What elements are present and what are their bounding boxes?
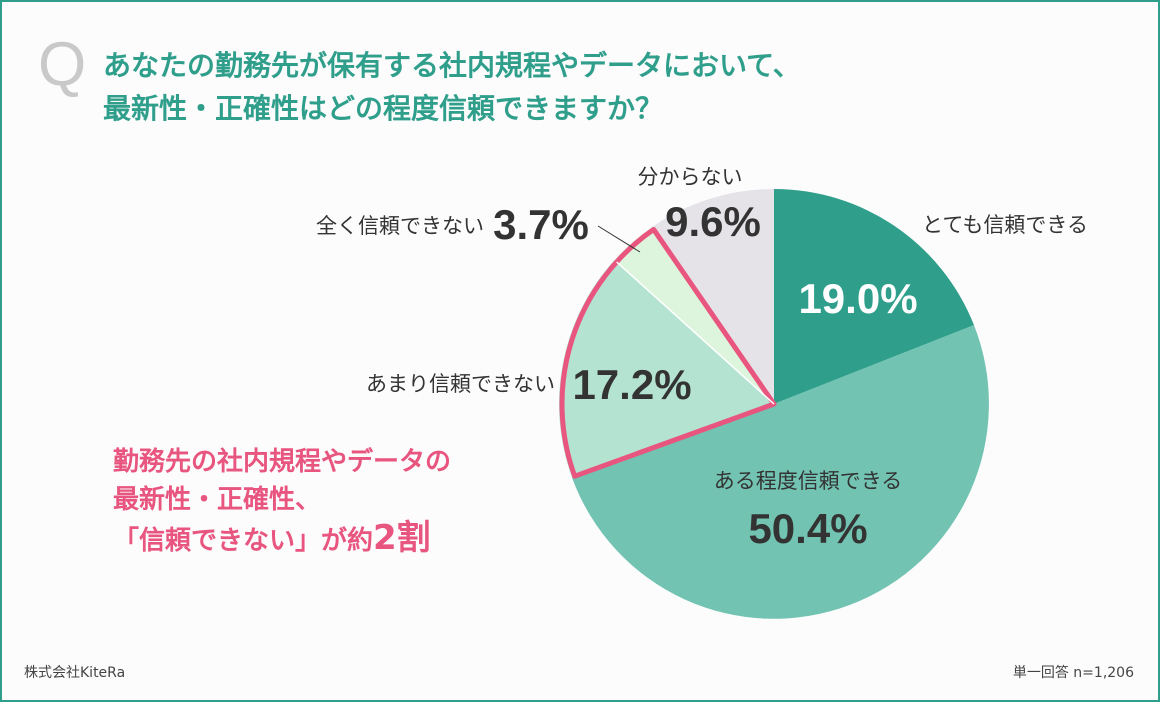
- company-name: 株式会社KiteRa: [24, 665, 126, 681]
- highlight-line-1: 勤務先の社内規程やデータの: [113, 447, 452, 477]
- slice-label-somewhat-reliable: ある程度信頼できる: [714, 469, 903, 493]
- question-mark: Q: [38, 30, 87, 99]
- slice-label-unknown: 分からない: [638, 165, 743, 189]
- question-title: あなたの勤務先が保有する社内規程やデータにおいて、 最新性・正確性はどの程度信頼…: [103, 44, 801, 130]
- question-line-1: あなたの勤務先が保有する社内規程やデータにおいて、: [103, 49, 801, 82]
- highlight-callout: 勤務先の社内規程やデータの 最新性・正確性、 「信頼できない」が約2割: [113, 443, 451, 560]
- pie-slice-unknown: [651, 189, 774, 404]
- slice-value-unknown: 9.6%: [665, 198, 761, 245]
- slice-label-not-very-reliable: あまり信頼できない: [366, 372, 555, 396]
- slice-value-not-reliable-at-all: 3.7%: [493, 201, 589, 248]
- slice-value-not-very-reliable: 17.2%: [572, 361, 691, 408]
- slice-separator: [616, 261, 775, 405]
- highlight-line-3: 「信頼できない」が約2割: [113, 519, 451, 560]
- slice-value-somewhat-reliable: 50.4%: [748, 505, 867, 552]
- pie-slice-not-reliable-at-all: [614, 227, 774, 404]
- highlight-line-3-big: 2割: [373, 518, 431, 558]
- slice-label-very-reliable: とても信頼できる: [922, 213, 1088, 237]
- leader-line: [597, 225, 641, 253]
- sample-size: 単一回答 n=1,206: [1012, 665, 1134, 681]
- highlight-line-2: 最新性・正確性、: [113, 485, 322, 515]
- question-line-2: 最新性・正確性はどの程度信頼できますか？: [103, 92, 664, 125]
- pie-slice-very-reliable: [774, 189, 974, 404]
- highlight-line-3-text: 「信頼できない」が約: [113, 526, 374, 556]
- slice-value-very-reliable: 19.0%: [798, 275, 917, 322]
- highlight-outline: [559, 226, 777, 479]
- slice-label-not-reliable-at-all: 全く信頼できない: [316, 214, 484, 238]
- pie-slice-somewhat-reliable: [571, 325, 989, 619]
